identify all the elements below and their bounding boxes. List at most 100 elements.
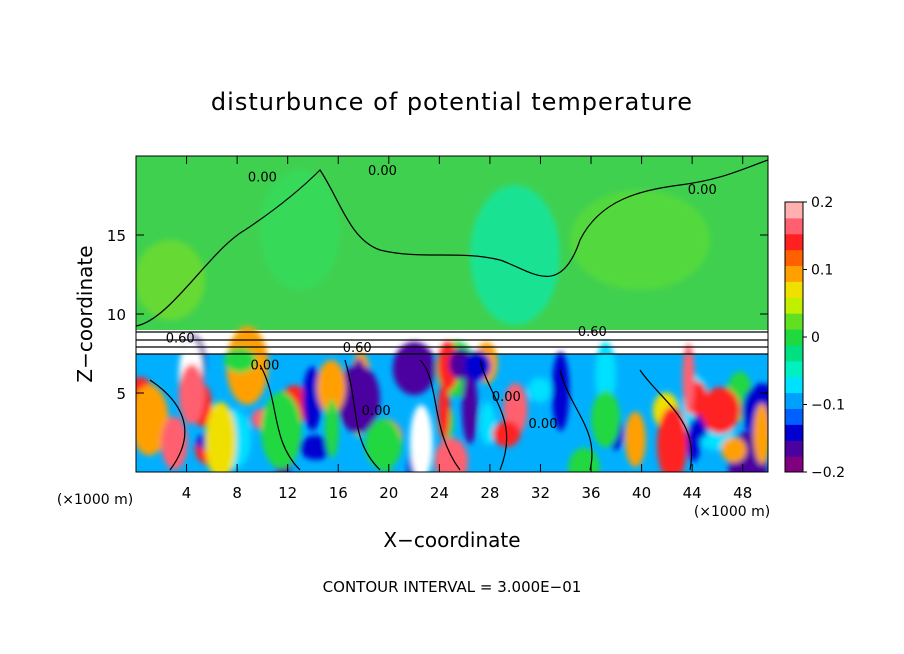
colorbar-tick-label: 0.2 — [811, 195, 833, 211]
colorbar-tick-label: −0.1 — [811, 398, 845, 414]
y-tick-label: 15 — [107, 227, 126, 245]
colorbar-segment — [785, 424, 803, 441]
x-tick-label: 28 — [480, 484, 499, 502]
colorbar-segment — [785, 281, 803, 298]
turbulence-blob — [261, 391, 302, 469]
y-axis-label: Z−coordinate — [73, 245, 97, 382]
x-tick-label: 36 — [581, 484, 600, 502]
contour-label: 0.00 — [362, 404, 391, 419]
x-tick-label: 4 — [182, 484, 192, 502]
colorbar-segment — [785, 440, 803, 457]
colorbar-segment — [785, 233, 803, 251]
contour-line — [149, 379, 186, 471]
field-plot — [136, 156, 768, 472]
turbulence-blob — [568, 447, 600, 472]
turbulence-blob — [434, 437, 469, 472]
x-tick-label: 48 — [733, 484, 752, 502]
turbulence-blob — [160, 416, 188, 470]
x-tick-label: 8 — [232, 484, 242, 502]
colorbar-segment — [785, 392, 803, 409]
contour-interval-note: CONTOUR INTERVAL = 3.000E−01 — [323, 578, 582, 596]
turbulence-blob — [461, 370, 478, 445]
turbulence-blob — [316, 360, 346, 415]
chart-title: disturbunce of potential temperature — [211, 88, 693, 116]
x-axis-label: X−coordinate — [383, 528, 520, 552]
turbulence-blob — [657, 406, 688, 472]
y-tick-label: 5 — [116, 385, 126, 403]
colorbar-segment — [785, 376, 803, 394]
x-tick-label: 40 — [632, 484, 651, 502]
contour-line — [639, 369, 693, 471]
x-unit-label: (×1000 m) — [57, 492, 133, 508]
contour-label: 0.00 — [529, 417, 558, 432]
colorbar-tick-label: −0.2 — [811, 465, 845, 481]
turbulence-blob — [392, 341, 436, 396]
turbulence-blob — [624, 411, 646, 467]
colorbar-segment — [785, 265, 803, 282]
colorbar-segment — [785, 408, 803, 425]
upper-anomaly — [136, 240, 205, 320]
contour-label: 0.60 — [343, 341, 372, 356]
turbulence-blob — [464, 351, 491, 381]
contour-line — [259, 364, 301, 471]
turbulence-blob — [682, 343, 695, 414]
upper-anomaly — [260, 170, 340, 290]
turbulence-blob — [753, 403, 768, 465]
colorbar-segment — [785, 313, 803, 330]
turbulence-blob — [591, 390, 621, 448]
turbulence-blob — [324, 400, 339, 458]
turbulence-blob — [479, 401, 496, 446]
colorbar-segment — [785, 297, 803, 314]
x-tick-label: 20 — [379, 484, 398, 502]
colorbar-tick-label: 0.1 — [811, 263, 833, 279]
turbulence-blob — [409, 404, 433, 472]
colorbar-segment — [785, 344, 803, 362]
contour-line — [419, 359, 461, 471]
x-tick-label: 24 — [430, 484, 449, 502]
contour-line — [344, 359, 381, 471]
turbulence-blob — [595, 341, 616, 408]
contour-label: 0.60 — [166, 331, 195, 346]
x-tick-label: 32 — [531, 484, 550, 502]
contour-label: 0.00 — [248, 170, 277, 185]
colorbar: 0.2 0.1 0 −0.1 −0.2 — [784, 195, 845, 481]
turbulence-blob — [178, 364, 205, 425]
contour-labels: 0.00 0.00 0.00 0.60 0.60 0.60 0.00 0.00 0.00 0.00 — [166, 164, 717, 432]
turbulence-blob — [377, 432, 395, 472]
colorbar-segment — [785, 456, 803, 473]
upper-anomaly — [570, 190, 710, 290]
x-axis: 4 8 12 16 20 24 28 32 36 40 44 48 — [182, 156, 752, 502]
contour-label: 0.00 — [250, 358, 279, 373]
colorbar-segment — [785, 202, 803, 219]
colorbar-tick-label: 0 — [811, 330, 820, 346]
contour-label: 0.60 — [578, 325, 607, 340]
x-tick-label: 44 — [683, 484, 702, 502]
contour-label: 0.00 — [368, 164, 397, 179]
turbulence-blob — [136, 384, 169, 456]
x-tick-label: 16 — [329, 484, 348, 502]
x-tick-label: 12 — [278, 484, 297, 502]
turbulence-blob — [721, 437, 747, 463]
contour-line — [559, 369, 593, 471]
y-tick-label: 10 — [107, 306, 126, 324]
contour-line — [479, 359, 508, 471]
turbulence-blobs — [136, 326, 768, 472]
y-axis: 5 10 15 — [107, 227, 768, 403]
turbulence-blob — [299, 435, 333, 460]
turbulence-blob — [205, 402, 237, 472]
contour-label: 0.00 — [688, 183, 717, 198]
turbulence-blob — [437, 382, 450, 440]
contour-line — [136, 159, 768, 327]
colorbar-segment — [785, 249, 803, 267]
colorbar-segment — [785, 217, 803, 235]
turbulence-blob — [551, 351, 570, 432]
turbulence-blob — [336, 364, 380, 434]
turbulence-blob — [700, 387, 741, 434]
contour-lines — [136, 159, 768, 471]
upper-anomaly — [470, 185, 560, 325]
x-unit-label-right: (×1000 m) — [694, 504, 770, 520]
colorbar-segment — [785, 360, 803, 378]
turbulence-blob — [528, 377, 552, 403]
contour-label: 0.00 — [492, 390, 521, 405]
